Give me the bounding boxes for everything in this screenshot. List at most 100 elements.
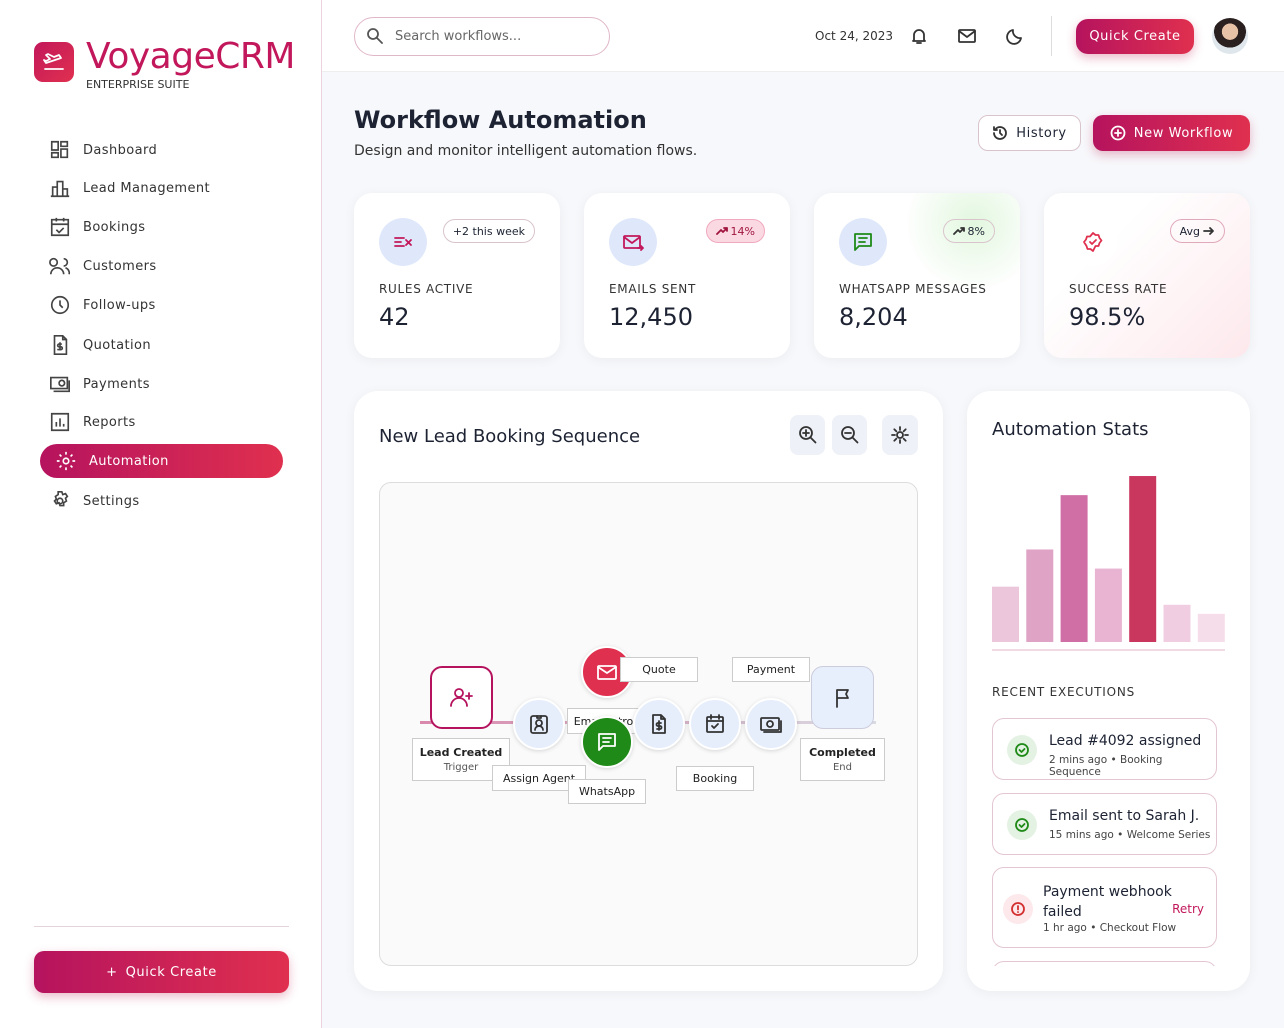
- nav-label: Reports: [83, 414, 136, 430]
- icon-path: [394, 237, 412, 247]
- icon-part: [535, 719, 543, 727]
- stat-value: 12,450: [609, 303, 693, 331]
- bar: [1026, 549, 1054, 642]
- settings[interactable]: [882, 415, 918, 455]
- icon-part: [706, 714, 724, 733]
- stat-label: EMAILS SENT: [609, 282, 697, 296]
- icon-path: [1006, 29, 1022, 45]
- nav-item[interactable]: Lead Management: [40, 171, 283, 205]
- icon-part: [854, 233, 872, 251]
- node-label: Assign Agent: [492, 765, 586, 791]
- icon-path: [50, 140, 69, 159]
- icon-path: [835, 688, 849, 708]
- bell[interactable]: [909, 26, 929, 46]
- icon-part: [1110, 125, 1126, 141]
- stat-card: 14% EMAILS SENT 12,450: [584, 193, 790, 358]
- nav-item[interactable]: Quotation: [40, 328, 283, 362]
- nav-item[interactable]: Automation: [40, 444, 283, 478]
- nav-label: Follow-ups: [83, 297, 156, 313]
- nav-label: Customers: [83, 258, 157, 274]
- sub: Trigger: [443, 762, 479, 773]
- bar: [1163, 604, 1191, 642]
- nav-item[interactable]: Bookings: [40, 210, 283, 244]
- label: New Workflow: [1133, 125, 1234, 141]
- icon-path: [50, 376, 70, 393]
- icon-part: [760, 717, 780, 731]
- node-label: Quote: [620, 657, 698, 682]
- badge-text: Avg: [1179, 224, 1200, 238]
- zoom-out[interactable]: [832, 415, 867, 455]
- nav-icon: [50, 217, 70, 237]
- badge: +2 this week: [442, 219, 535, 243]
- nav-item[interactable]: Customers: [40, 249, 283, 283]
- theme-toggle[interactable]: [1005, 26, 1025, 46]
- icon-path: [763, 720, 782, 733]
- nav-item[interactable]: Reports: [40, 405, 283, 439]
- retry[interactable]: Retry: [1172, 902, 1204, 916]
- node-label: Completed End: [800, 738, 885, 781]
- booking-node[interactable]: [689, 698, 741, 750]
- icon-part: [952, 227, 965, 235]
- icon-path: [891, 426, 909, 444]
- icon-part: [1083, 232, 1103, 252]
- nav-label: Payments: [83, 376, 150, 392]
- nav-item[interactable]: Settings: [40, 484, 283, 518]
- icon-path: [1083, 232, 1103, 252]
- execution-item[interactable]: Payment webhook failed 1 hr ago • Checko…: [992, 867, 1217, 948]
- whatsapp-node[interactable]: [581, 716, 633, 768]
- icon-part: [597, 665, 617, 680]
- sub: End: [832, 762, 852, 773]
- icon-part: [706, 716, 724, 733]
- execution-item[interactable]: Email sent to Sarah J. 15 mins ago • Wel…: [992, 793, 1217, 855]
- icon-part: [1015, 743, 1029, 757]
- avatar[interactable]: [1212, 18, 1248, 54]
- mail[interactable]: [957, 26, 977, 46]
- search-icon: [367, 28, 383, 44]
- nav-item[interactable]: Follow-ups: [40, 288, 283, 322]
- nav-item[interactable]: Payments: [40, 367, 283, 401]
- label: Completed: [809, 746, 876, 759]
- end-node[interactable]: [811, 666, 874, 729]
- zoom-in[interactable]: [790, 415, 825, 455]
- agent-node[interactable]: [513, 698, 565, 750]
- meta: 1 hr ago • Checkout Flow: [1043, 922, 1177, 934]
- nav-label: Bookings: [83, 219, 146, 235]
- trigger-node[interactable]: [430, 666, 493, 729]
- icon-path: [843, 432, 858, 444]
- quick-create-button[interactable]: + Quick Create: [34, 951, 289, 993]
- icon-part: [598, 733, 616, 751]
- icon-path: [715, 227, 728, 235]
- icon-path: [50, 217, 70, 237]
- status-icon: [1007, 735, 1037, 765]
- nav-item[interactable]: Dashboard: [40, 133, 283, 167]
- badge: 8%: [942, 219, 995, 243]
- icon-path: [597, 666, 617, 674]
- new-workflow-button[interactable]: New Workflow: [1093, 115, 1250, 151]
- icon-part: [891, 426, 909, 444]
- icon-path: [912, 29, 926, 44]
- icon-path: [854, 233, 872, 251]
- icon-part: [715, 227, 728, 235]
- quote-node[interactable]: [633, 698, 685, 750]
- label: History: [1016, 125, 1067, 141]
- icon-path: [598, 733, 616, 751]
- icon-path: [952, 227, 965, 235]
- history-button[interactable]: History: [978, 115, 1081, 151]
- icon-part: [367, 28, 379, 40]
- icon-part: [1203, 227, 1214, 235]
- execution-item[interactable]: Lead #4092 assigned 2 mins ago • Booking…: [992, 718, 1217, 780]
- badge-text: 14%: [730, 224, 755, 238]
- search[interactable]: Search workflows...: [354, 17, 610, 56]
- icon-path: [53, 491, 69, 507]
- node-label: Booking: [676, 766, 754, 791]
- plus-icon: [1110, 125, 1126, 141]
- nav-icon: [56, 451, 76, 471]
- icon-part: [840, 426, 855, 440]
- icon-part: [896, 431, 904, 439]
- title: Lead #4092 assigned: [1049, 733, 1202, 749]
- stat-label: SUCCESS RATE: [1069, 282, 1168, 296]
- stat-card: +2 this week RULES ACTIVE 42: [354, 193, 560, 358]
- quick-create-button[interactable]: Quick Create: [1076, 19, 1194, 54]
- payment-node[interactable]: [745, 698, 797, 750]
- icon-path: [993, 126, 1008, 140]
